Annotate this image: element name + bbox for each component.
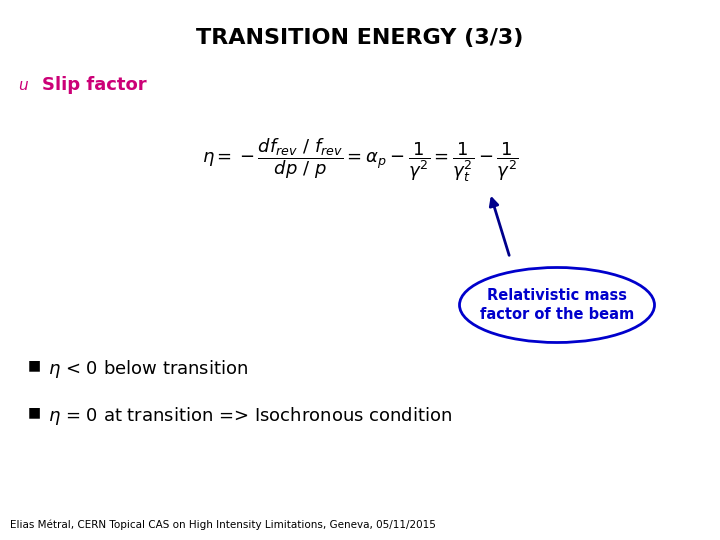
Text: Relativistic mass
factor of the beam: Relativistic mass factor of the beam: [480, 288, 634, 322]
Text: $\eta$ = 0 at transition => Isochronous condition: $\eta$ = 0 at transition => Isochronous …: [48, 405, 452, 427]
Text: ■: ■: [28, 405, 41, 419]
Text: Elias Métral, CERN Topical CAS on High Intensity Limitations, Geneva, 05/11/2015: Elias Métral, CERN Topical CAS on High I…: [10, 519, 436, 530]
Text: $\eta = -\dfrac{df_{rev}\ /\ f_{rev}}{dp\ /\ p} = \alpha_p - \dfrac{1}{\gamma^2}: $\eta = -\dfrac{df_{rev}\ /\ f_{rev}}{dp…: [202, 136, 518, 184]
Text: ■: ■: [28, 358, 41, 372]
Text: u: u: [18, 78, 27, 93]
Text: $\eta$ < 0 below transition: $\eta$ < 0 below transition: [48, 358, 248, 380]
Text: TRANSITION ENERGY (3/3): TRANSITION ENERGY (3/3): [197, 28, 523, 48]
Text: Slip factor: Slip factor: [42, 76, 147, 94]
